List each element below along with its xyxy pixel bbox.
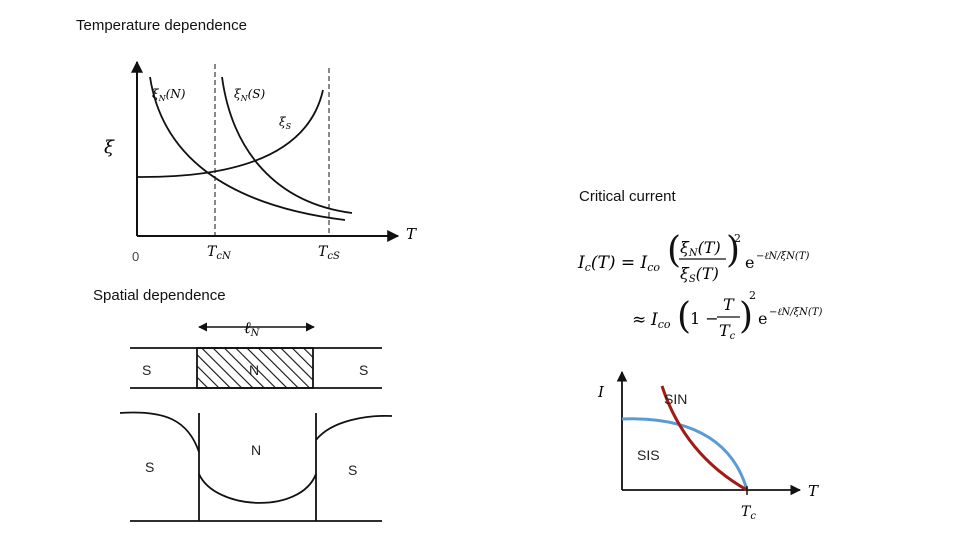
eq2-approx: ≈: [632, 310, 646, 330]
label-xi-s: ξS: [279, 115, 292, 131]
eq2-close-paren: ): [739, 296, 753, 337]
curve-xi-n-super: [221, 76, 353, 214]
eq1-exp-power: −ℓN/ξN(T): [756, 251, 809, 262]
label-xi-n-super: ξN(S): [234, 87, 266, 103]
eq1-open-paren: (: [667, 230, 681, 271]
eq1-denominator: ξS(T): [680, 264, 719, 285]
ic-y-label: I: [597, 383, 605, 401]
profile-left-s: S: [145, 459, 154, 475]
eq2-numerator-t: T: [723, 295, 735, 314]
eq2-one-minus: 1 −: [690, 309, 719, 328]
critical-current-equations: Ic(T) = Ico ( ξN(T) ξS(T) ) 2 e −ℓN/ξN(T…: [577, 230, 822, 342]
eq1-numerator: ξN(T): [680, 238, 721, 259]
tick-tcs: TcS: [318, 244, 340, 262]
sin-curve: [660, 385, 748, 492]
profile-middle-n: N: [251, 442, 261, 458]
curve-xi-s: [136, 89, 324, 178]
ic-graph: I T Tc SIN SIS: [597, 370, 819, 522]
eq2-open-paren: (: [677, 296, 691, 337]
temp-origin-label: 0: [132, 249, 139, 264]
junction-left-s: S: [142, 362, 151, 378]
eq2-square: 2: [749, 289, 756, 302]
eq1-close-paren: ): [726, 230, 740, 271]
heading-critical-current: Critical current: [579, 188, 676, 205]
ic-x-label: T: [808, 482, 819, 500]
eq2-ico: Ico: [650, 310, 671, 331]
junction-middle-n: N: [249, 362, 259, 378]
label-xi-n-normal: ξN(N): [152, 87, 186, 103]
sis-curve: [621, 417, 749, 491]
temperature-graph: ξ T 0 TcN TcS ξN(N) ξN(S) ξS: [104, 60, 417, 264]
profile-left-tail: [119, 411, 200, 453]
eq2-exp-power: −ℓN/ξN(T): [769, 307, 822, 318]
heading-temperature-dependence: Temperature dependence: [76, 17, 247, 34]
junction-diagram: ℓN S N S S N S: [119, 318, 393, 522]
profile-right-s: S: [348, 462, 357, 478]
eq2-exp-base: e: [758, 309, 767, 328]
profile-right-tail: [315, 414, 393, 441]
heading-spatial-dependence: Spatial dependence: [93, 287, 226, 304]
eq2-denominator-tc: Tc: [719, 321, 736, 342]
label-sin: SIN: [664, 391, 687, 407]
junction-right-s: S: [359, 362, 368, 378]
eq1-lhs: Ic(T) = Ico: [577, 253, 660, 274]
tick-tcn: TcN: [207, 244, 232, 262]
temp-x-label: T: [406, 225, 417, 243]
profile-middle-bowl: [198, 473, 317, 504]
eq1-exp-base: e: [745, 253, 754, 272]
eq1-square: 2: [734, 232, 741, 245]
temp-y-label: ξ: [104, 137, 115, 158]
ic-tick-tc: Tc: [741, 504, 756, 522]
normal-region-hatched: [196, 347, 314, 389]
length-label: ℓN: [244, 318, 261, 339]
label-sis: SIS: [637, 447, 660, 463]
